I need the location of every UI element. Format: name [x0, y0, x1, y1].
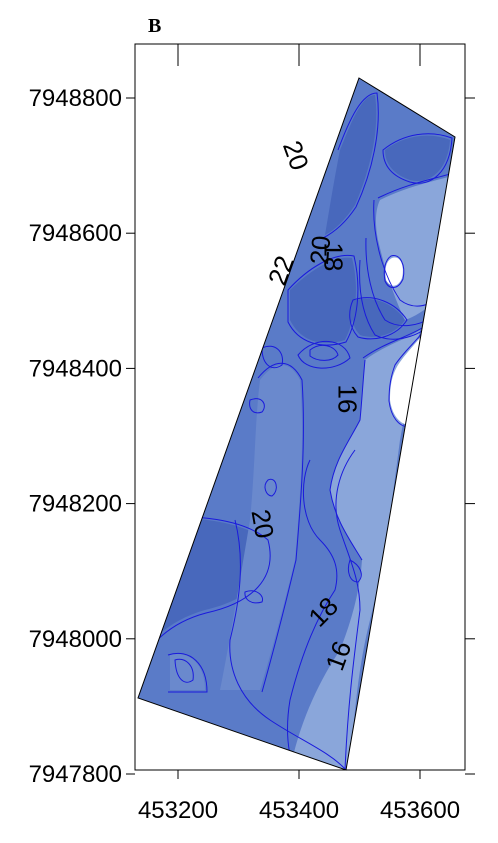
contour-line — [139, 516, 271, 663]
contour-value-label: 20 — [277, 137, 315, 174]
contour-line — [244, 590, 264, 604]
contour-line — [261, 345, 284, 369]
contour-line — [249, 398, 265, 414]
contour-line — [335, 449, 361, 770]
contour-line — [382, 133, 453, 184]
contour-line — [388, 329, 425, 428]
contour-band-dark — [351, 298, 405, 337]
contour-line — [297, 340, 351, 369]
contour-line — [365, 237, 431, 327]
y-tick-label: 7948400 — [29, 355, 122, 382]
contour-band-dark — [290, 257, 356, 344]
plot-frame — [134, 43, 466, 771]
y-tick-label: 7948600 — [29, 220, 122, 247]
contour-line — [229, 519, 347, 770]
contour-line — [383, 255, 405, 288]
contour-line — [174, 658, 194, 683]
contour-line — [322, 92, 379, 239]
contour-fill-group — [138, 78, 455, 770]
y-axis-ticks: 7947800 7948000 7948200 7948400 7948600 79488… — [29, 85, 475, 788]
contour-line — [167, 653, 208, 693]
contour-band-mid — [170, 654, 205, 690]
contour-value-label: 20 — [245, 507, 280, 541]
contour-line — [349, 297, 408, 340]
region-outline — [137, 77, 456, 771]
contour-line — [329, 359, 366, 561]
contour-line — [309, 344, 339, 361]
y-tick-label: 7948200 — [29, 491, 122, 518]
panel-label: B — [148, 15, 161, 37]
contour-band-blank — [385, 257, 403, 286]
contour-band-blank — [390, 330, 425, 425]
contour-line — [257, 362, 304, 693]
contour-line — [264, 478, 277, 497]
contour-line — [359, 259, 431, 340]
contour-line — [347, 559, 362, 583]
x-tick-label: 453200 — [138, 797, 218, 824]
x-axis-ticks: 453200 453400 453600 — [138, 44, 460, 824]
contour-value-label: 16 — [332, 384, 362, 413]
contour-band-light — [290, 330, 420, 770]
y-tick-label: 7947800 — [29, 761, 122, 788]
x-tick-label: 453400 — [259, 797, 339, 824]
contour-line — [287, 254, 359, 346]
contour-value-label: 18 — [318, 242, 348, 271]
x-tick-label: 453600 — [380, 797, 460, 824]
contour-band-mid — [220, 365, 303, 690]
contour-value-label: 20 — [304, 234, 336, 265]
y-tick-label: 7948000 — [29, 626, 122, 653]
contour-line — [287, 459, 338, 770]
y-tick-label: 7948800 — [29, 85, 122, 112]
contour-band-dark — [385, 135, 450, 181]
contour-line — [362, 327, 423, 359]
contour-band-dark — [325, 95, 377, 235]
